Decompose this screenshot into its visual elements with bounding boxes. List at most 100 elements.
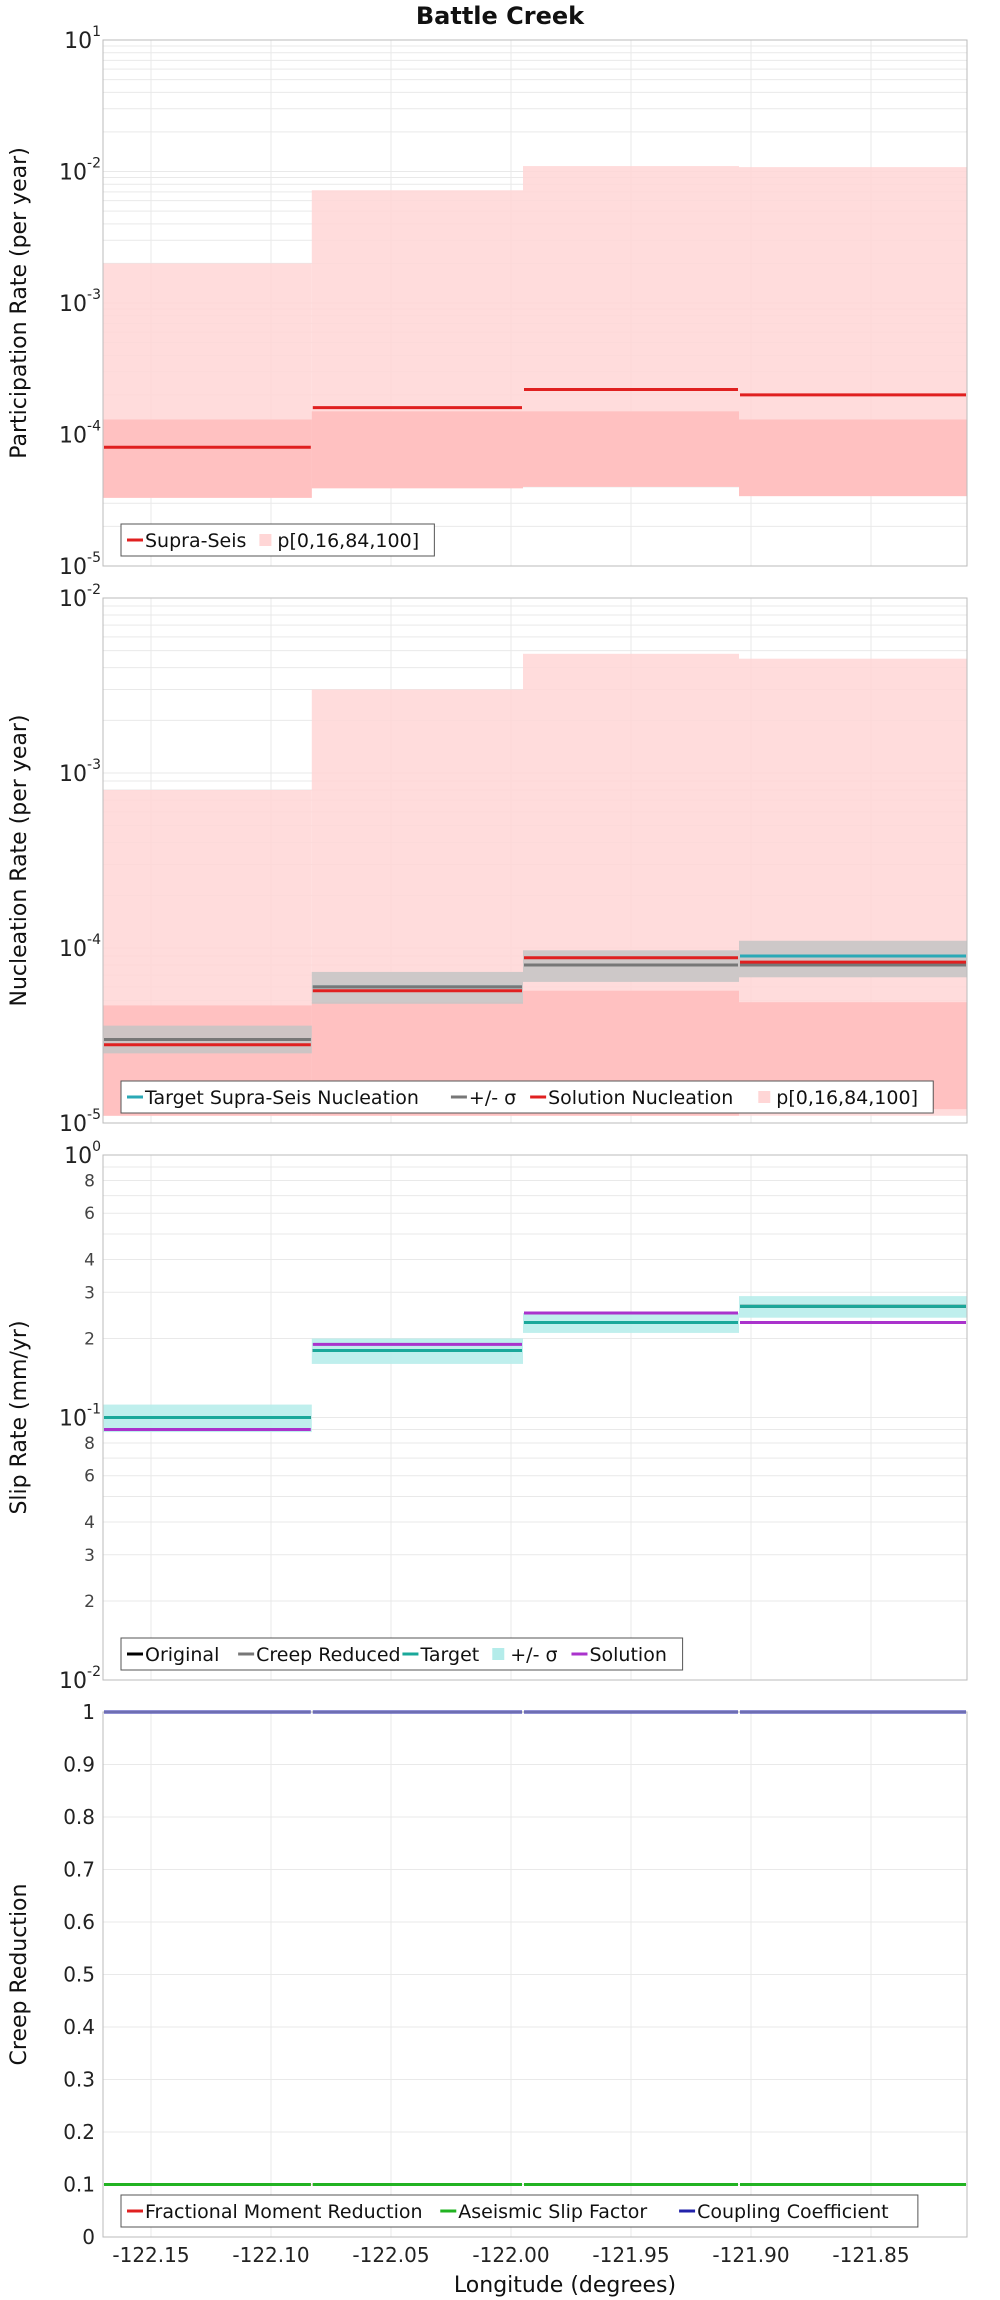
legend-swatch-3: [758, 1091, 771, 1103]
legend-creep: Fractional Moment Reduction Aseismic Slip…: [120, 2194, 919, 2228]
y-tick-label-4: 101: [64, 24, 101, 54]
frame-slip: [102, 1154, 968, 1681]
x-tick-label-4: -121.95: [592, 2243, 669, 2267]
legend-label-1: p[0,16,84,100]: [277, 530, 419, 552]
x-tick-label-2: -122.05: [352, 2243, 429, 2267]
y-tick-label-10: 1: [82, 1700, 95, 1724]
y-tick-label-1: 10-4: [59, 932, 101, 962]
y-ticks-slip: 10-2 10-1 100 2 3 4 6 8 2 3 4 6 8: [59, 1139, 101, 1694]
legend-label-3: +/- σ: [510, 1644, 557, 1666]
x-ticks: -122.15 -122.10 -122.05 -122.00 -121.95 -121.…: [112, 2243, 909, 2267]
y-tick-label-2: 10-3: [59, 757, 101, 787]
legend-label-2: Coupling Coefficient: [697, 2201, 889, 2223]
series-slip-2: [104, 1304, 966, 1419]
x-tick-label-1: -122.10: [232, 2243, 309, 2267]
y-minor-tick-label-8: 6: [84, 1204, 95, 1224]
x-tick-label-3: -122.00: [472, 2243, 549, 2267]
legend-label-1: Aseismic Slip Factor: [458, 2201, 647, 2223]
band-rect-2: [523, 411, 739, 487]
legend-label-1: Creep Reduced: [256, 1644, 400, 1666]
series-participation-0: [104, 387, 966, 449]
band-slip-0: [103, 1296, 967, 1433]
y-axis-label-nucleation: Nucleation Rate (per year): [7, 715, 32, 1007]
y-axis-label-slip: Slip Rate (mm/yr): [7, 1320, 32, 1514]
y-tick-label-3: 0.3: [63, 2068, 95, 2092]
band-rect-3: [739, 940, 967, 978]
y-tick-label-0: 10-5: [59, 1107, 101, 1137]
y-tick-label-3: 10-2: [59, 582, 101, 612]
panel-creep: 0 0.1 0.2 0.3 0.4 0.5 0.6 0.7 0.8 0.9 1 Creep Reduc…: [7, 1700, 968, 2249]
y-ticks-creep: 0 0.1 0.2 0.3 0.4 0.5 0.6 0.7 0.8 0.9 1: [63, 1700, 95, 2249]
y-axis-label-creep: Creep Reduction: [7, 1884, 32, 2066]
legend-label-0: Original: [145, 1644, 219, 1666]
band-rect-3: [739, 419, 967, 497]
y-minor-tick-label-7: 4: [84, 1250, 95, 1270]
panels: 10-5 10-4 10-3 10-2 101 Participation Rate (p…: [7, 24, 968, 2267]
legend-slip: Original Creep Reduced Target +/- σ Solution: [120, 1637, 684, 1671]
x-axis-label: Longitude (degrees): [454, 2273, 676, 2298]
y-tick-label-1: 10-1: [59, 1402, 101, 1432]
legend-box-participation: [120, 523, 435, 557]
y-minor-tick-label-6: 3: [84, 1283, 95, 1303]
y-minor-tick-label-1: 3: [84, 1546, 95, 1566]
y-ticks-participation: 10-5 10-4 10-3 10-2 101: [59, 24, 101, 580]
legend-box-creep: [120, 2194, 919, 2228]
legend-participation: Supra-Seis p[0,16,84,100]: [120, 523, 435, 557]
legend-box-nucleation: [120, 1080, 934, 1114]
y-minor-tick-label-2: 4: [84, 1513, 95, 1533]
legend-label-3: p[0,16,84,100]: [776, 1087, 918, 1109]
panel-slip: 10-2 10-1 100 2 3 4 6 8 2 3 4 6 8 Slip Rate (mm/yr) Or…: [7, 1139, 968, 1694]
y-tick-label-0: 10-5: [59, 550, 101, 580]
legend-label-0: Supra-Seis: [145, 530, 246, 552]
frame-participation: [102, 39, 968, 567]
y-tick-label-2: 10-3: [59, 287, 101, 317]
y-tick-label-0: 0: [82, 2225, 95, 2249]
y-tick-label-8: 0.8: [63, 1805, 95, 1829]
y-tick-label-1: 10-4: [59, 419, 101, 449]
chart-title: Battle Creek: [416, 2, 585, 30]
series-nucleation-2: [104, 956, 966, 1047]
x-tick-label-6: -121.85: [832, 2243, 909, 2267]
y-minor-tick-label-3: 6: [84, 1467, 95, 1487]
grid-slip: [103, 1155, 967, 1681]
y-tick-label-7: 0.7: [63, 1858, 95, 1882]
y-minor-tick-label-4: 8: [84, 1434, 95, 1454]
series-nucleation-1: [104, 963, 966, 1042]
y-tick-label-9: 0.9: [63, 1753, 95, 1777]
y-ticks-nucleation: 10-5 10-4 10-3 10-2: [59, 582, 101, 1137]
y-tick-label-4: 0.4: [63, 2015, 95, 2039]
band-rect-0: [103, 419, 312, 498]
y-tick-label-3: 10-2: [59, 156, 101, 186]
x-tick-label-0: -122.15: [112, 2243, 189, 2267]
legend-label-4: Solution: [589, 1644, 666, 1666]
frame-creep: [102, 1711, 968, 2238]
y-tick-label-6: 0.6: [63, 1910, 95, 1934]
frame-nucleation: [102, 597, 968, 1124]
legend-box-slip: [120, 1637, 684, 1671]
legend-nucleation: Target Supra-Seis Nucleation +/- σ Solutio…: [120, 1080, 934, 1114]
y-tick-label-5: 0.5: [63, 1963, 95, 1987]
series-slip-3: [104, 1311, 966, 1432]
y-tick-label-2: 100: [64, 1139, 101, 1169]
legend-label-1: +/- σ: [469, 1087, 516, 1109]
y-minor-tick-label-5: 2: [84, 1329, 95, 1349]
legend-swatch-3: [492, 1648, 505, 1660]
legend-label-0: Fractional Moment Reduction: [145, 2201, 423, 2223]
grid-creep: [103, 1711, 967, 2238]
legend-swatch-1: [259, 534, 272, 546]
y-tick-label-2: 0.2: [63, 2120, 95, 2144]
panel-nucleation: 10-5 10-4 10-3 10-2 Nucleation Rate (per yea…: [7, 582, 968, 1137]
legend-label-0: Target Supra-Seis Nucleation: [144, 1087, 419, 1109]
y-tick-label-0: 10-2: [59, 1664, 101, 1694]
y-tick-label-1: 0.1: [63, 2173, 95, 2197]
band-participation-1: [103, 411, 967, 498]
y-axis-label-participation: Participation Rate (per year): [7, 147, 32, 459]
legend-label-2: Target: [419, 1644, 479, 1666]
panel-participation: 10-5 10-4 10-3 10-2 101 Participation Rate (p…: [7, 24, 968, 580]
x-tick-label-5: -121.90: [712, 2243, 789, 2267]
y-minor-tick-label-9: 8: [84, 1171, 95, 1191]
y-minor-tick-label-0: 2: [84, 1592, 95, 1612]
band-rect-1: [311, 411, 523, 489]
legend-label-2: Solution Nucleation: [548, 1087, 733, 1109]
